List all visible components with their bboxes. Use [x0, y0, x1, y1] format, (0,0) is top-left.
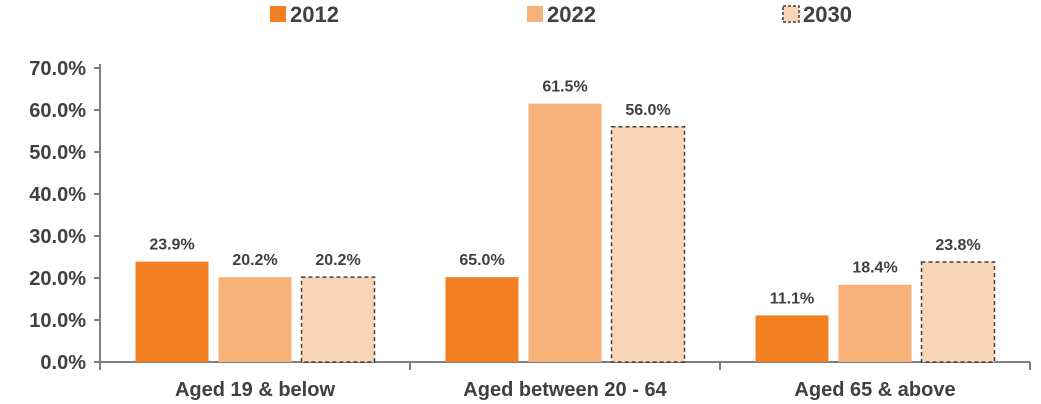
y-tick-label: 60.0% — [29, 100, 86, 122]
legend-label: 2022 — [547, 2, 596, 27]
data-label-2022-aged-19-below: 20.2% — [232, 252, 277, 269]
legend: 2012 2022 2030 — [270, 2, 852, 27]
x-axis: Aged 19 & below Aged between 20 - 64 Aged … — [99, 361, 1031, 401]
bar-2030-aged-19-below — [300, 276, 376, 363]
bar-2012-aged-between-20-64 — [445, 277, 519, 362]
y-tick-label: 10.0% — [29, 310, 86, 332]
data-label-2012-aged-65-above: 11.1% — [770, 290, 814, 307]
category-label-aged-65-above: Aged 65 & above — [794, 379, 955, 401]
legend-swatch — [782, 5, 800, 23]
data-label-2030-aged-65-above: 23.8% — [935, 237, 980, 254]
bar-2022-aged-19-below — [218, 277, 292, 362]
y-tick-label: 40.0% — [29, 184, 86, 206]
bar-2022-aged-between-20-64 — [528, 103, 602, 362]
y-axis: 0.0% 10.0% 20.0% 30.0% 40.0% 50.0% 60.0% 70.0% — [29, 58, 101, 374]
legend-swatch — [270, 6, 286, 22]
legend-swatch — [527, 6, 543, 22]
y-tick-label: 20.0% — [29, 268, 86, 290]
bar-2012-aged-19-below — [135, 261, 209, 362]
data-labels: 23.9% 20.2% 20.2% 65.0% 61.5% 56.0% 11.1% 18.4%… — [149, 79, 980, 308]
data-label-2030-aged-19-below: 20.2% — [315, 252, 360, 269]
legend-label: 2012 — [290, 2, 339, 27]
data-label-2012-aged-19-below: 23.9% — [149, 237, 194, 254]
category-label-aged-between-20-64: Aged between 20 - 64 — [463, 379, 667, 401]
data-label-2022-aged-65-above: 18.4% — [852, 260, 897, 277]
bar-2012-aged-65-above — [755, 315, 829, 362]
legend-item-2030: 2030 — [782, 2, 852, 27]
bars — [135, 103, 996, 363]
legend-item-2022: 2022 — [527, 2, 596, 27]
data-label-2030-aged-between-20-64: 56.0% — [625, 102, 670, 119]
category-label-aged-19-below: Aged 19 & below — [175, 379, 335, 401]
data-label-2022-aged-between-20-64: 61.5% — [542, 79, 587, 96]
y-tick-label: 0.0% — [40, 352, 86, 374]
data-label-2012-aged-between-20-64: 65.0% — [459, 252, 504, 269]
bar-2030-aged-65-above — [920, 261, 996, 363]
bar-2022-aged-65-above — [838, 284, 912, 362]
y-tick-label: 30.0% — [29, 226, 86, 248]
legend-label: 2030 — [803, 2, 852, 27]
y-tick-label: 50.0% — [29, 142, 86, 164]
y-tick-label: 70.0% — [29, 58, 86, 80]
bar-2030-aged-between-20-64 — [610, 126, 686, 363]
legend-item-2012: 2012 — [270, 2, 339, 27]
